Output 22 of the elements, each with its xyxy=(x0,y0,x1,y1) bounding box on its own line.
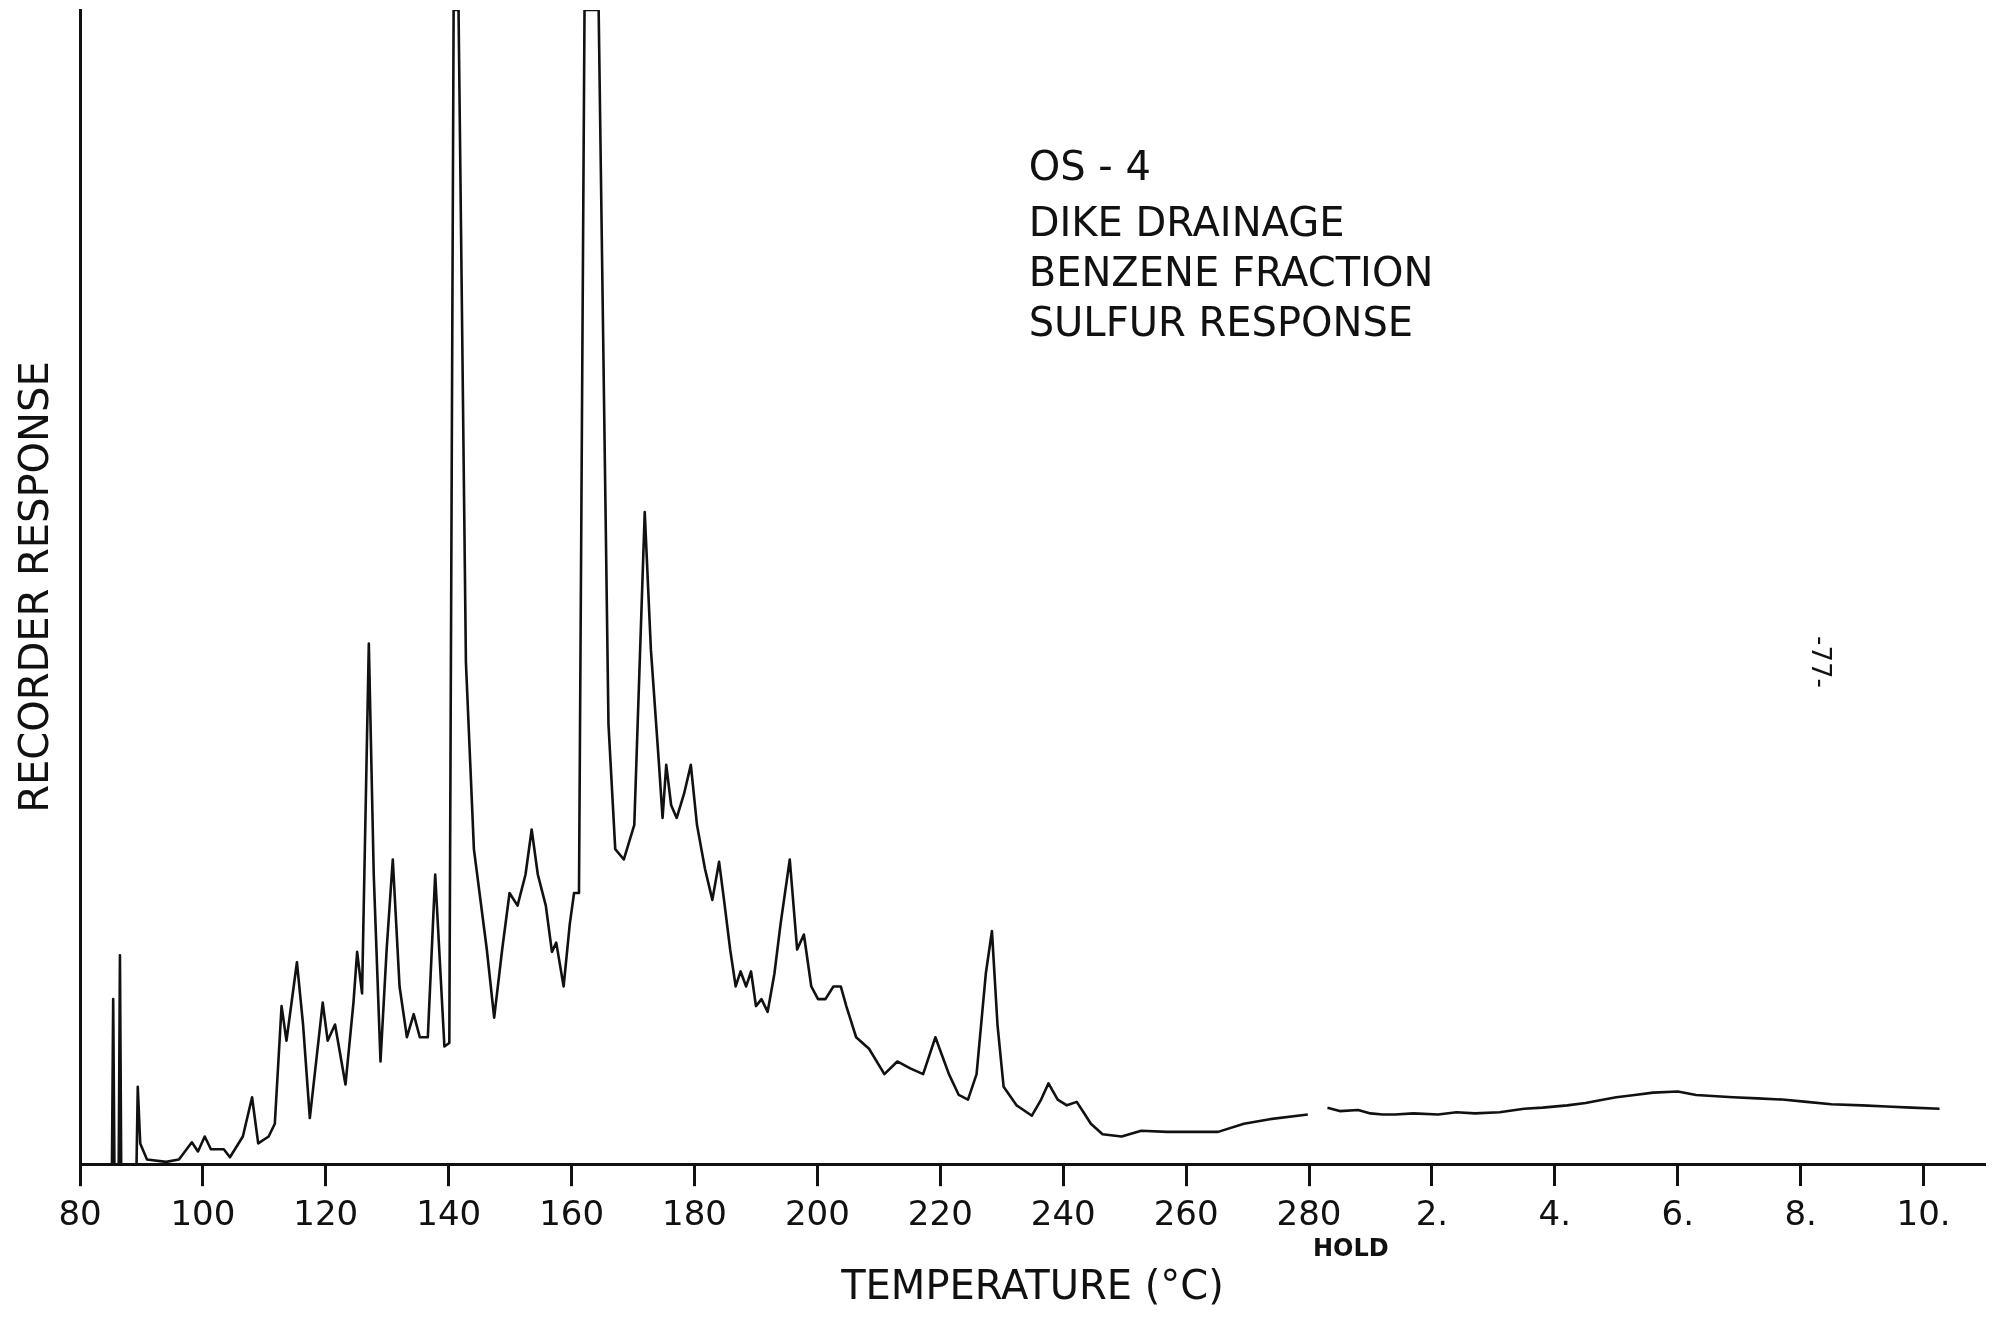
x2-tick-label: 6. xyxy=(1661,1193,1694,1234)
x-tick-label: 240 xyxy=(1030,1193,1096,1234)
x-tick-label: 80 xyxy=(58,1193,102,1234)
x-tick-label: 120 xyxy=(293,1193,359,1234)
x2-tick-label: 2. xyxy=(1415,1193,1449,1234)
x2-axis-title: HOLD xyxy=(1312,1234,1389,1263)
x-axis-title: TEMPERATURE (°C) xyxy=(840,1262,1224,1309)
x-tick-label: 160 xyxy=(539,1193,605,1234)
x-tick-label: 140 xyxy=(416,1193,482,1234)
x-tick-label: 220 xyxy=(907,1193,973,1234)
text: OS - 4 xyxy=(1028,143,1151,189)
x-tick-label: 180 xyxy=(662,1193,727,1234)
x2-tick-label: 10. xyxy=(1896,1193,1951,1234)
x2-tick-label: 8. xyxy=(1784,1193,1817,1234)
x-tick-label: 100 xyxy=(170,1193,236,1234)
annotation: -77- xyxy=(1806,636,1837,688)
text: DIKE DRAINAGE BENZENE FRACTION SULFUR RESPONSE xyxy=(1028,199,1434,345)
y-axis-title: RECORDER RESPONSE xyxy=(11,361,58,813)
x-tick-label: 200 xyxy=(784,1193,850,1234)
x-tick-label: 280 xyxy=(1276,1193,1342,1234)
x2-tick-label: 4. xyxy=(1538,1193,1572,1234)
x-tick-label: 260 xyxy=(1153,1193,1219,1234)
